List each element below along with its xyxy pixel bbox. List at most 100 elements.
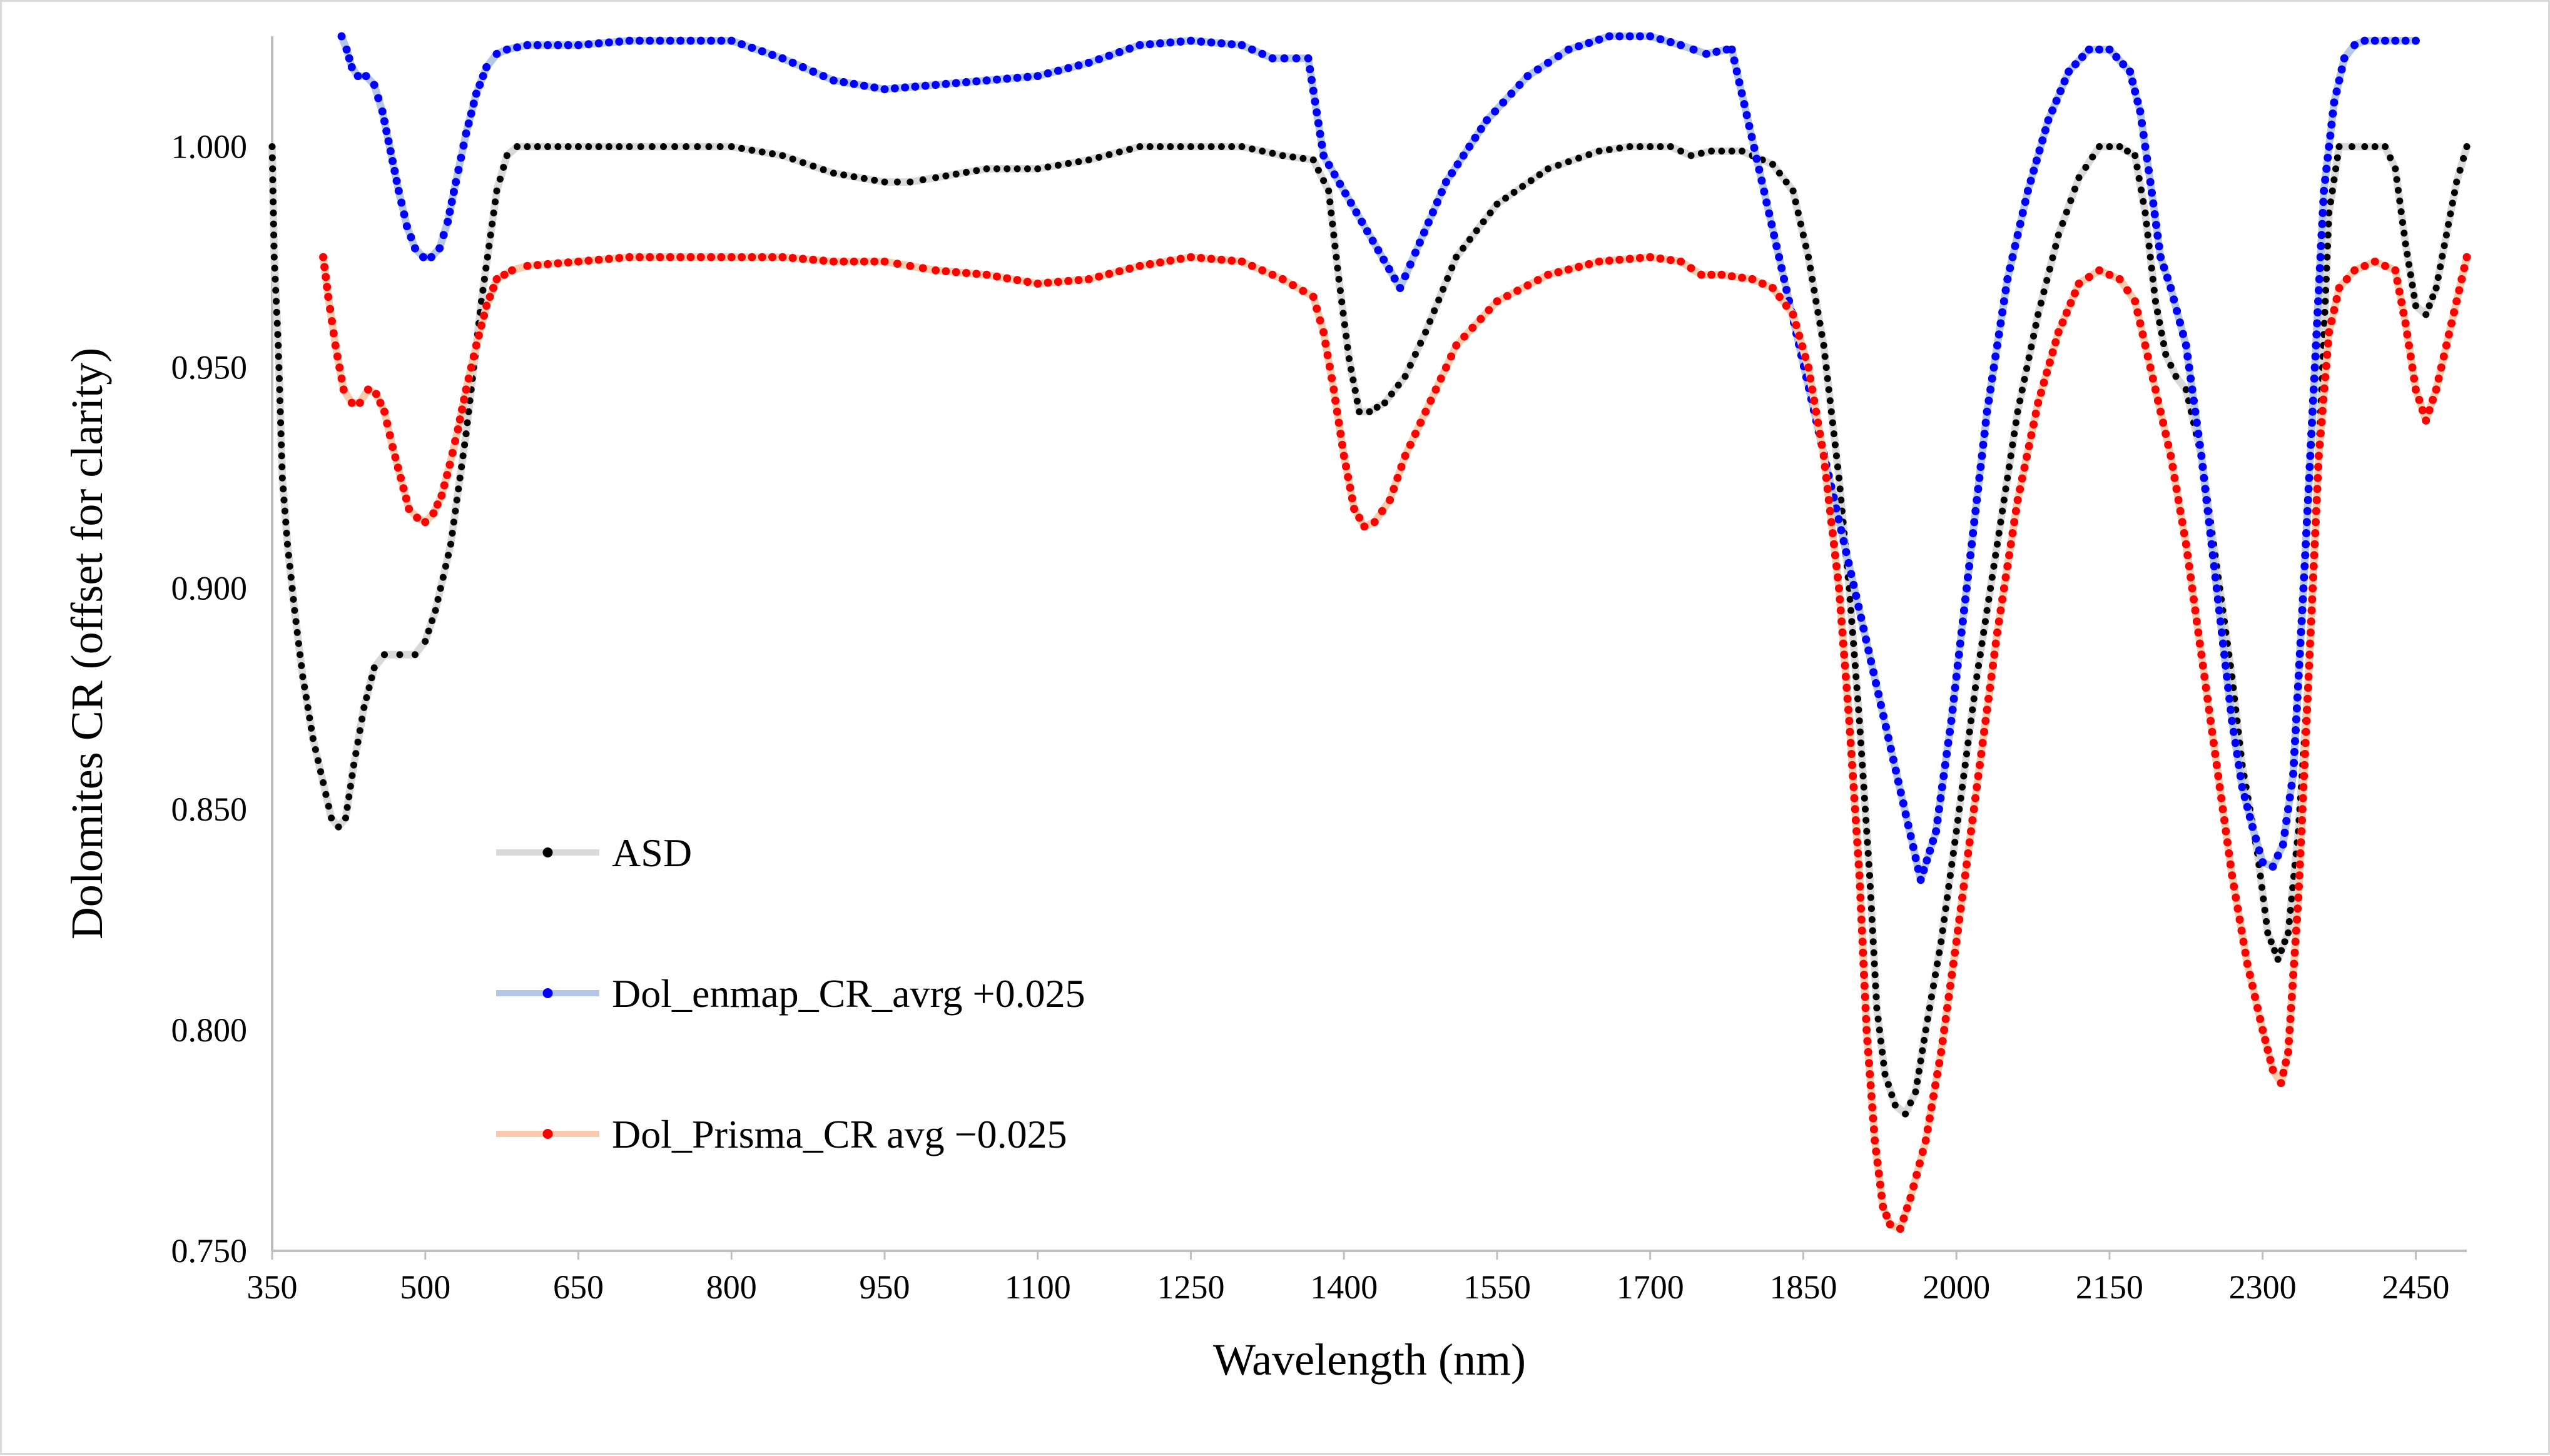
data-point <box>2156 319 2163 326</box>
data-point <box>2298 606 2307 615</box>
data-point <box>1836 606 1845 615</box>
data-point <box>1928 993 1935 1001</box>
data-point <box>604 38 613 47</box>
data-point <box>1987 672 1996 681</box>
data-point <box>1519 183 1526 190</box>
data-point <box>2198 661 2207 670</box>
data-point <box>272 286 280 294</box>
data-point <box>1919 1047 1926 1054</box>
data-point <box>2305 661 2314 670</box>
data-point <box>2029 420 2038 429</box>
data-point <box>860 257 868 266</box>
data-point <box>2194 430 2203 438</box>
data-point <box>1167 143 1174 150</box>
data-point <box>2034 311 2042 318</box>
data-point <box>1320 177 1328 185</box>
data-point <box>1862 1026 1871 1034</box>
data-point <box>2149 275 2156 283</box>
data-point <box>301 683 308 690</box>
data-point <box>1817 440 1826 449</box>
data-point <box>2320 384 2329 393</box>
data-point <box>2148 374 2157 383</box>
data-point <box>2321 373 2330 382</box>
data-point <box>2324 339 2332 348</box>
data-point <box>1013 165 1021 173</box>
data-point <box>383 419 392 428</box>
data-point <box>2309 573 2317 582</box>
data-point <box>1975 662 1982 669</box>
data-point <box>391 453 400 462</box>
data-point <box>1460 332 1469 341</box>
data-point <box>2052 243 2060 250</box>
data-point <box>830 169 837 177</box>
data-point <box>1980 727 1988 736</box>
data-point <box>1846 739 1855 747</box>
data-point <box>345 54 353 63</box>
data-point <box>1837 526 1846 535</box>
data-point <box>2322 286 2329 294</box>
data-point <box>1860 981 1869 990</box>
data-point <box>2325 210 2333 216</box>
data-point <box>1717 270 1726 279</box>
data-point <box>2156 253 2165 261</box>
data-point <box>1948 971 1956 979</box>
data-point <box>2392 165 2399 173</box>
data-point <box>1325 362 1334 371</box>
data-point <box>350 761 357 769</box>
data-point <box>2218 639 2227 648</box>
data-point <box>1605 146 1613 153</box>
data-point <box>2188 385 2197 394</box>
data-point <box>1844 559 1853 567</box>
data-point <box>278 441 285 448</box>
data-point <box>1940 1026 1949 1034</box>
data-point <box>534 143 541 150</box>
data-point <box>1331 242 1339 250</box>
data-point <box>448 448 457 457</box>
data-point <box>443 471 452 479</box>
data-point <box>1959 606 1968 615</box>
data-point <box>2168 463 2177 471</box>
data-point <box>1789 187 1797 195</box>
data-point <box>1299 286 1308 295</box>
data-point <box>932 266 940 275</box>
data-point <box>1951 948 1959 957</box>
data-point <box>2279 1068 2288 1077</box>
data-point <box>972 270 981 278</box>
data-point <box>1775 293 1784 301</box>
data-point <box>2034 398 2043 407</box>
data-point <box>2141 143 2150 151</box>
data-point <box>1876 1180 1884 1189</box>
data-point <box>2393 276 2402 285</box>
data-point <box>1499 98 1508 107</box>
data-point <box>893 260 902 268</box>
data-point <box>1074 61 1083 70</box>
data-point <box>1990 650 1999 659</box>
data-point <box>1278 275 1287 283</box>
data-point <box>1996 319 2005 328</box>
data-point <box>298 662 305 669</box>
data-point <box>2152 221 2160 230</box>
data-point <box>292 618 300 625</box>
data-point <box>1968 717 1974 725</box>
data-point <box>1888 1091 1896 1098</box>
data-point <box>2182 341 2190 350</box>
data-point <box>1919 866 1928 874</box>
data-point <box>1851 805 1859 814</box>
data-point <box>2404 250 2411 258</box>
data-point <box>475 81 484 89</box>
data-point <box>2360 36 2369 45</box>
data-point <box>1054 66 1062 75</box>
data-point <box>1313 305 1321 313</box>
data-point <box>285 552 292 559</box>
data-point <box>2197 650 2206 659</box>
y-axis-title: Dolomites CR (offset for clarity) <box>62 348 112 939</box>
data-point <box>1970 695 1978 702</box>
data-point <box>1527 177 1535 185</box>
data-point <box>323 283 332 291</box>
data-point <box>1955 915 1964 924</box>
data-point <box>676 253 685 261</box>
data-point <box>1949 694 1958 703</box>
data-point <box>2172 485 2181 493</box>
data-point <box>1984 397 1993 405</box>
